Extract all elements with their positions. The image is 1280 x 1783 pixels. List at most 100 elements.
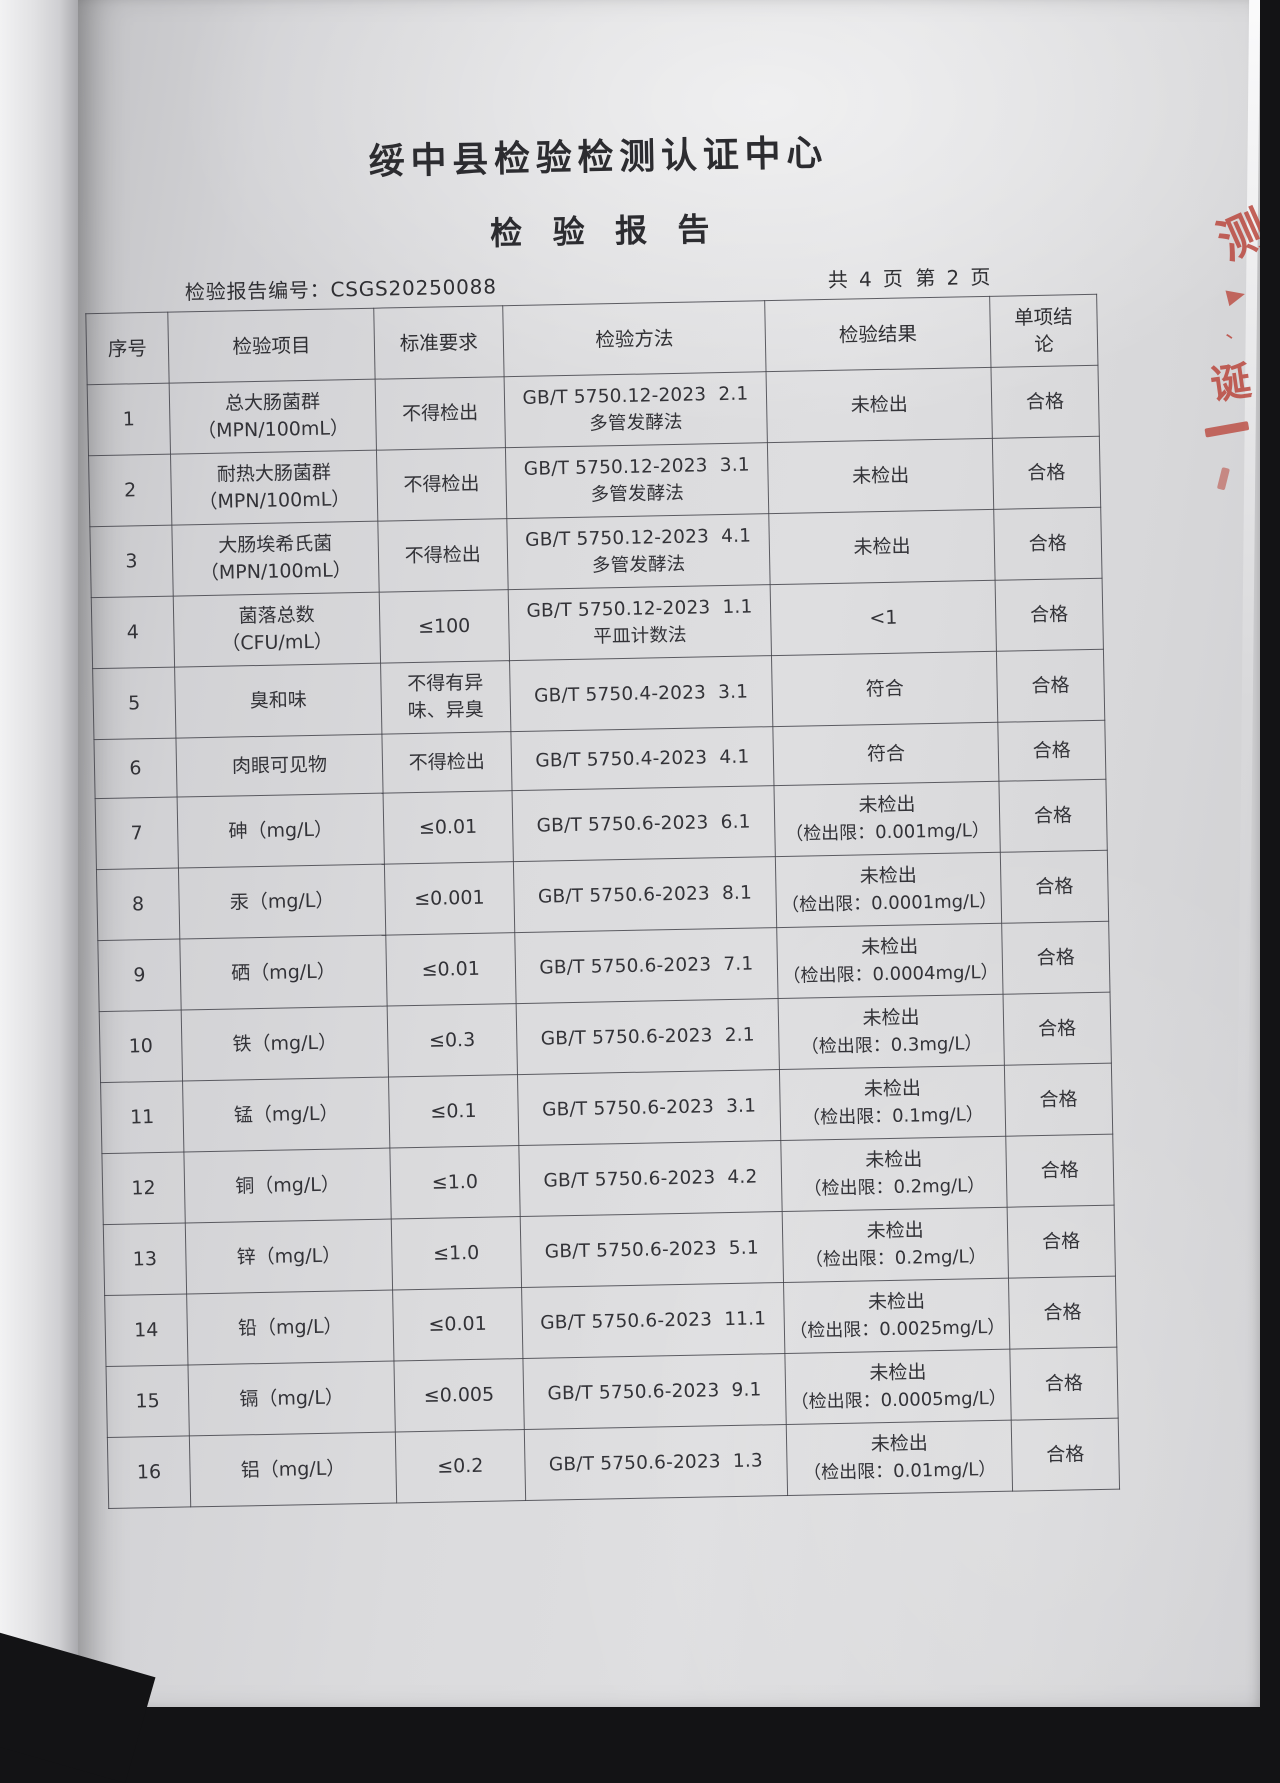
header-no: 序号	[85, 312, 170, 385]
method-cell: GB/T 5750.6-2023 5.1	[519, 1211, 784, 1288]
stamp-mark-tick	[1216, 467, 1230, 491]
method-cell: GB/T 5750.6-2023 2.1	[515, 998, 780, 1075]
standard-cell: ≤1.0	[391, 1216, 522, 1291]
results-table: 序号 检验项目 标准要求 检验方法 检验结果 单项结论 1 总大肠菌群 （MPN/1…	[85, 294, 1120, 1509]
row-no-cell: 11	[100, 1081, 184, 1154]
row-no-cell: 13	[103, 1222, 187, 1296]
report-title: 检验报告	[489, 209, 741, 253]
stamp-char: 、	[1222, 316, 1247, 344]
conclusion-cell: 合格	[1008, 1276, 1117, 1350]
item-cell: 铁（mg/L）	[181, 1006, 389, 1082]
item-cell: 锰（mg/L）	[182, 1077, 390, 1153]
standard-cell: ≤0.1	[388, 1074, 519, 1149]
red-stamp-fragment: 测 、 诞	[1189, 194, 1260, 518]
method-cell: GB/T 5750.12-2023 3.1 多管发酵法	[504, 442, 770, 519]
item-cell: 耐热大肠菌群 （MPN/100mL）	[170, 450, 378, 526]
standard-cell: ≤0.01	[392, 1287, 523, 1362]
method-cell: GB/T 5750.6-2023 9.1	[522, 1353, 787, 1430]
method-cell: GB/T 5750.6-2023 3.1	[516, 1069, 782, 1146]
header-method: 检验方法	[502, 300, 767, 377]
standard-cell: 不得检出	[377, 518, 508, 593]
row-no-cell: 3	[89, 525, 174, 598]
standard-cell: 不得有异 味、异臭	[380, 660, 511, 735]
item-cell: 铜（mg/L）	[183, 1148, 392, 1223]
result-cell: 未检出 （检出限：0.2mg/L）	[781, 1136, 1007, 1212]
result-cell: 未检出 （检出限：0.001mg/L）	[774, 781, 1001, 857]
pages-total: 共 4 页	[827, 266, 906, 292]
result-cell: 未检出 （检出限：0.0025mg/L）	[783, 1278, 1010, 1354]
row-no-cell: 15	[106, 1364, 190, 1438]
method-cell: GB/T 5750.6-2023 4.2	[518, 1140, 783, 1217]
method-cell: GB/T 5750.12-2023 1.1 平皿计数法	[507, 584, 772, 661]
header-conclusion: 单项结论	[989, 294, 1098, 368]
row-no-cell: 14	[104, 1293, 188, 1367]
org-title: 绥中县检验检测认证中心	[368, 132, 829, 183]
stamp-mark-arrow	[1225, 286, 1247, 307]
item-cell: 硒（mg/L）	[179, 935, 388, 1011]
header-standard: 标准要求	[373, 305, 504, 380]
document-photo: 绥中县检验检测认证中心 检验报告 检验报告编号：CSGS20250088 共 4…	[0, 0, 1260, 1707]
method-cell: GB/T 5750.6-2023 11.1	[521, 1282, 786, 1359]
conclusion-cell: 合格	[1011, 1418, 1120, 1492]
item-cell: 砷（mg/L）	[176, 793, 385, 869]
header-item: 检验项目	[167, 308, 376, 384]
row-no-cell: 9	[97, 939, 182, 1012]
result-cell: 未检出 （检出限：0.0001mg/L）	[775, 852, 1002, 928]
stamp-mark-bar	[1204, 421, 1250, 438]
conclusion-cell: 合格	[990, 365, 1100, 439]
result-cell: 未检出	[767, 438, 994, 514]
row-no-cell: 2	[88, 454, 172, 527]
row-no-cell: 12	[101, 1152, 186, 1225]
result-cell: 未检出 （检出限：0.3mg/L）	[778, 994, 1005, 1070]
standard-cell: 不得检出	[375, 376, 505, 451]
report-content: 绥中县检验检测认证中心 检验报告 检验报告编号：CSGS20250088 共 4…	[78, 0, 1140, 1509]
conclusion-cell: 合格	[997, 720, 1106, 782]
result-cell: 符合	[771, 651, 998, 727]
conclusion-cell: 合格	[1005, 1134, 1115, 1208]
item-cell: 肉眼可见物	[175, 734, 384, 798]
method-cell: GB/T 5750.6-2023 1.3	[523, 1424, 788, 1501]
method-cell: GB/T 5750.6-2023 6.1	[511, 785, 776, 862]
conclusion-cell: 合格	[1009, 1347, 1119, 1421]
conclusion-cell: 合格	[993, 507, 1103, 581]
item-cell: 大肠埃希氏菌 （MPN/100mL）	[171, 521, 380, 597]
stamp-char: 测	[1209, 200, 1260, 272]
standard-cell: ≤0.005	[394, 1358, 524, 1432]
result-cell: 未检出	[769, 509, 995, 585]
row-no-cell: 10	[99, 1010, 183, 1083]
conclusion-cell: 合格	[1006, 1205, 1116, 1279]
row-no-cell: 8	[96, 868, 180, 941]
conclusion-cell: 合格	[1000, 850, 1109, 924]
item-cell: 锌（mg/L）	[185, 1219, 393, 1294]
row-no-cell: 7	[95, 797, 179, 870]
conclusion-cell: 合格	[992, 436, 1101, 510]
result-cell: 未检出 （检出限：0.2mg/L）	[782, 1207, 1009, 1283]
standard-cell: ≤100	[379, 589, 510, 664]
report-number-label: 检验报告编号：	[184, 277, 331, 305]
item-cell: 汞（mg/L）	[178, 864, 386, 940]
row-no-cell: 5	[92, 667, 176, 740]
row-no-cell: 6	[93, 738, 177, 799]
item-cell: 铝（mg/L）	[189, 1431, 397, 1507]
page-stack-edge	[1236, 0, 1260, 1185]
method-cell: GB/T 5750.4-2023 3.1	[509, 655, 774, 732]
row-no-cell: 16	[107, 1435, 191, 1509]
page-indicator: 共 4 页第 2 页	[828, 261, 993, 293]
page-current: 第 2 页	[915, 264, 993, 291]
result-cell: 未检出 （检出限：0.0005mg/L）	[785, 1349, 1012, 1425]
result-cell: 未检出 （检出限：0.0004mg/L）	[777, 923, 1003, 999]
standard-cell: ≤0.3	[387, 1003, 517, 1078]
result-cell: <1	[770, 580, 997, 656]
result-cell: 未检出	[766, 367, 993, 443]
result-cell: 未检出 （检出限：0.01mg/L）	[786, 1420, 1013, 1496]
method-cell: GB/T 5750.4-2023 4.1	[510, 726, 775, 791]
standard-cell: ≤1.0	[389, 1145, 520, 1220]
method-cell: GB/T 5750.12-2023 2.1 多管发酵法	[503, 371, 768, 448]
conclusion-cell: 合格	[996, 649, 1105, 723]
method-cell: GB/T 5750.12-2023 4.1 多管发酵法	[506, 513, 771, 590]
item-cell: 菌落总数 （CFU/mL）	[173, 592, 381, 668]
row-no-cell: 1	[87, 383, 171, 456]
conclusion-cell: 合格	[1001, 921, 1111, 995]
standard-cell: ≤0.2	[395, 1429, 526, 1503]
report-number-value: CSGS20250088	[330, 274, 497, 302]
